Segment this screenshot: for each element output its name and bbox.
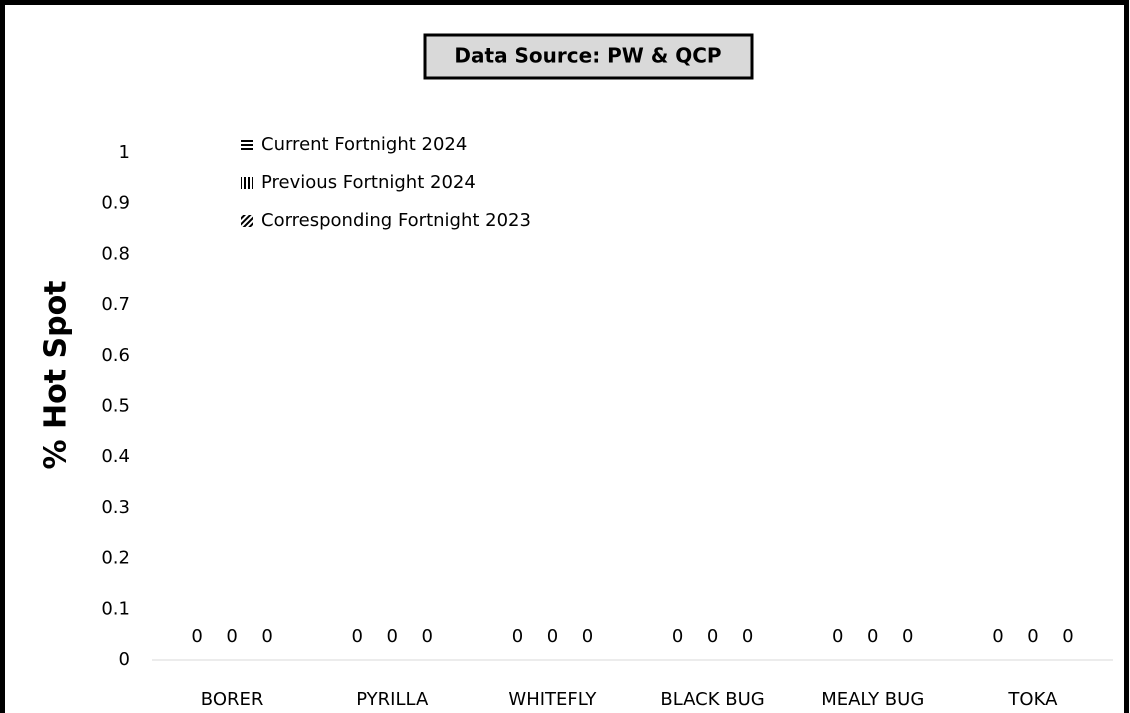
y-tick-label: 0.1 xyxy=(101,598,130,619)
data-label: 0 xyxy=(1062,626,1073,647)
data-label: 0 xyxy=(902,626,913,647)
data-label: 0 xyxy=(547,626,558,647)
y-tick-label: 0.7 xyxy=(101,294,130,315)
data-label: 0 xyxy=(512,626,523,647)
chart-title: Data Source: PW & QCP xyxy=(454,44,721,68)
x-tick-label: MEALY BUG xyxy=(821,689,924,710)
y-tick-label: 0 xyxy=(119,649,130,670)
title-box xyxy=(423,33,754,80)
data-label: 0 xyxy=(352,626,363,647)
x-tick-label: BLACK BUG xyxy=(660,689,764,710)
x-tick-label: PYRILLA xyxy=(356,689,429,710)
data-label: 0 xyxy=(387,626,398,647)
data-label: 0 xyxy=(832,626,843,647)
legend-swatch xyxy=(241,139,253,151)
data-label: 0 xyxy=(1027,626,1038,647)
y-tick-label: 0.9 xyxy=(101,193,130,214)
legend-label: Current Fortnight 2024 xyxy=(261,134,467,155)
data-label: 0 xyxy=(707,626,718,647)
data-label: 0 xyxy=(226,626,237,647)
data-label: 0 xyxy=(992,626,1003,647)
data-label: 0 xyxy=(422,626,433,647)
data-label: 0 xyxy=(261,626,272,647)
legend-label: Previous Fortnight 2024 xyxy=(261,172,476,193)
x-tick-label: TOKA xyxy=(1007,689,1058,710)
y-tick-label: 0.8 xyxy=(101,243,130,264)
y-axis-label: % Hot Spot xyxy=(39,280,74,469)
y-tick-label: 0.3 xyxy=(101,497,130,518)
data-label: 0 xyxy=(582,626,593,647)
y-tick-label: 0.4 xyxy=(101,446,130,467)
legend-swatch xyxy=(241,177,253,189)
data-label: 0 xyxy=(867,626,878,647)
y-tick-label: 0.2 xyxy=(101,548,130,569)
x-tick-label: BORER xyxy=(201,689,264,710)
y-tick-label: 0.6 xyxy=(101,345,130,366)
legend-label: Corresponding Fortnight 2023 xyxy=(261,210,531,231)
y-tick-label: 0.5 xyxy=(101,396,130,417)
data-label: 0 xyxy=(742,626,753,647)
x-tick-label: WHITEFLY xyxy=(508,689,597,710)
data-label: 0 xyxy=(672,626,683,647)
legend-swatch xyxy=(241,215,253,227)
data-label: 0 xyxy=(191,626,202,647)
y-tick-label: 1 xyxy=(119,142,130,163)
